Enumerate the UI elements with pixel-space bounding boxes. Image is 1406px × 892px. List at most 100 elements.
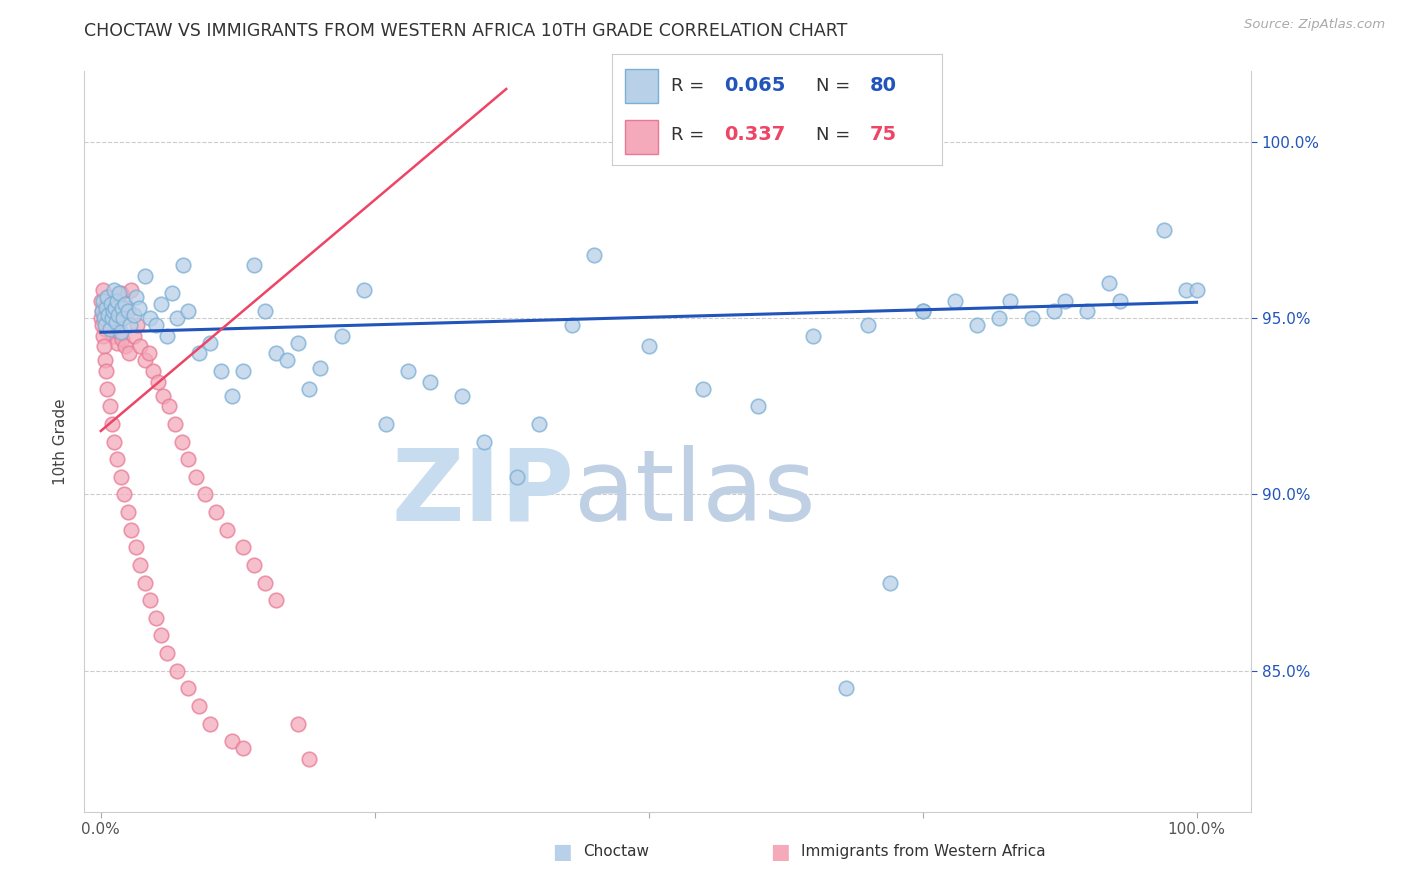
Point (110, 332, 132, 346)
Point (120, 318, 142, 333)
Point (103, 434, 125, 449)
Point (96, 382, 118, 396)
Point (155, 646, 177, 660)
Point (692, 382, 714, 396)
Point (145, 318, 167, 333)
Point (108, 325, 131, 339)
Text: CHOCTAW VS IMMIGRANTS FROM WESTERN AFRICA 10TH GRADE CORRELATION CHART: CHOCTAW VS IMMIGRANTS FROM WESTERN AFRIC… (84, 22, 848, 40)
Point (166, 311, 188, 326)
Point (94, 353, 117, 368)
Point (100, 301, 122, 315)
Point (1000, 293, 1022, 308)
Point (108, 286, 131, 301)
Point (129, 339, 152, 353)
Point (188, 346, 211, 360)
Text: 0.337: 0.337 (724, 126, 785, 145)
Point (105, 293, 128, 308)
Point (128, 301, 150, 315)
Text: N =: N = (817, 126, 856, 144)
Point (100, 417, 122, 431)
Point (856, 318, 879, 333)
Point (122, 328, 145, 343)
Point (1174, 283, 1197, 297)
Point (232, 741, 254, 756)
Point (451, 389, 474, 403)
Point (801, 328, 824, 343)
Point (243, 558, 266, 572)
Point (134, 268, 156, 283)
Point (90, 304, 112, 318)
Point (221, 389, 243, 403)
Point (96, 364, 118, 378)
Point (94, 318, 117, 333)
Point (103, 283, 125, 297)
Point (146, 375, 169, 389)
Text: Source: ZipAtlas.com: Source: ZipAtlas.com (1244, 18, 1385, 31)
Point (152, 389, 174, 403)
Point (177, 681, 200, 696)
Bar (624, 70, 658, 103)
Point (105, 315, 128, 329)
Point (97, 308, 120, 322)
Point (91, 293, 114, 308)
Point (115, 301, 138, 315)
Point (134, 353, 156, 368)
Point (98, 399, 121, 413)
Point (232, 364, 254, 378)
Point (111, 311, 134, 326)
Point (110, 286, 132, 301)
Point (93, 311, 115, 326)
Text: R =: R = (671, 77, 710, 95)
Point (107, 308, 129, 322)
Point (188, 698, 211, 713)
Point (103, 304, 125, 318)
Point (879, 575, 901, 590)
Text: atlas: atlas (575, 445, 815, 541)
Point (1076, 304, 1098, 318)
Point (104, 301, 127, 315)
Point (160, 286, 183, 301)
Point (172, 258, 194, 272)
Point (114, 339, 136, 353)
Point (110, 470, 132, 484)
Text: ■: ■ (553, 842, 572, 862)
Point (96, 311, 118, 326)
Point (114, 297, 136, 311)
Point (104, 318, 127, 333)
Point (194, 487, 217, 501)
Point (134, 575, 156, 590)
Point (91, 328, 114, 343)
Text: Choctaw: Choctaw (583, 845, 650, 859)
Point (276, 353, 298, 368)
Point (221, 734, 243, 748)
Point (90, 318, 112, 333)
Text: ■: ■ (770, 842, 790, 862)
Point (353, 283, 375, 297)
Point (121, 523, 143, 537)
Point (1185, 283, 1208, 297)
Point (200, 716, 222, 731)
Point (98, 315, 121, 329)
Point (215, 523, 238, 537)
Point (1098, 276, 1121, 290)
Text: Immigrants from Western Africa: Immigrants from Western Africa (801, 845, 1046, 859)
Point (1054, 293, 1077, 308)
Point (911, 304, 934, 318)
Point (139, 311, 162, 326)
Point (105, 452, 128, 467)
Point (90, 304, 112, 318)
Point (129, 558, 152, 572)
Point (506, 470, 529, 484)
Point (418, 375, 440, 389)
Point (121, 283, 143, 297)
Point (118, 346, 141, 360)
Point (105, 293, 128, 308)
Point (200, 335, 222, 350)
Point (582, 248, 605, 262)
Point (209, 364, 232, 378)
Point (396, 364, 419, 378)
Point (139, 593, 162, 607)
Point (166, 664, 188, 678)
Bar (624, 120, 658, 154)
Point (138, 346, 160, 360)
